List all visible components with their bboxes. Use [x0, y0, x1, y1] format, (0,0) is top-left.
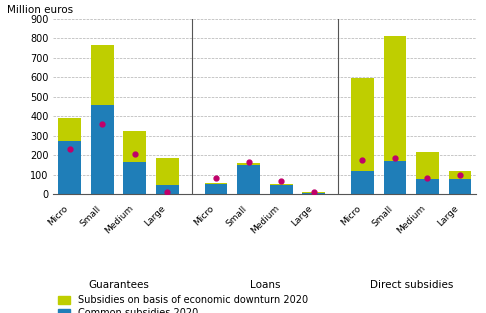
Bar	[156, 185, 179, 194]
Bar	[270, 184, 293, 185]
Bar	[58, 141, 81, 194]
Bar	[449, 179, 471, 194]
Bar	[58, 118, 81, 141]
Bar	[449, 171, 471, 179]
Bar	[416, 152, 439, 179]
Bar	[205, 183, 227, 184]
Bar	[205, 184, 227, 194]
Bar	[383, 161, 406, 194]
Text: Million euros: Million euros	[7, 5, 73, 15]
Bar	[237, 165, 260, 194]
Bar	[91, 45, 114, 105]
Text: Direct subsidies: Direct subsidies	[369, 280, 453, 290]
Text: Guarantees: Guarantees	[88, 280, 149, 290]
Bar	[302, 192, 325, 194]
Bar	[351, 78, 374, 171]
Text: Loans: Loans	[250, 280, 280, 290]
Bar	[351, 171, 374, 194]
Bar	[123, 131, 146, 162]
Bar	[237, 163, 260, 165]
Legend: Subsidies on basis of economic downturn 2020, Common subsidies 2020: Subsidies on basis of economic downturn …	[58, 295, 308, 313]
Bar	[123, 162, 146, 194]
Bar	[383, 36, 406, 161]
Bar	[270, 185, 293, 194]
Bar	[91, 105, 114, 194]
Bar	[416, 179, 439, 194]
Bar	[156, 158, 179, 185]
